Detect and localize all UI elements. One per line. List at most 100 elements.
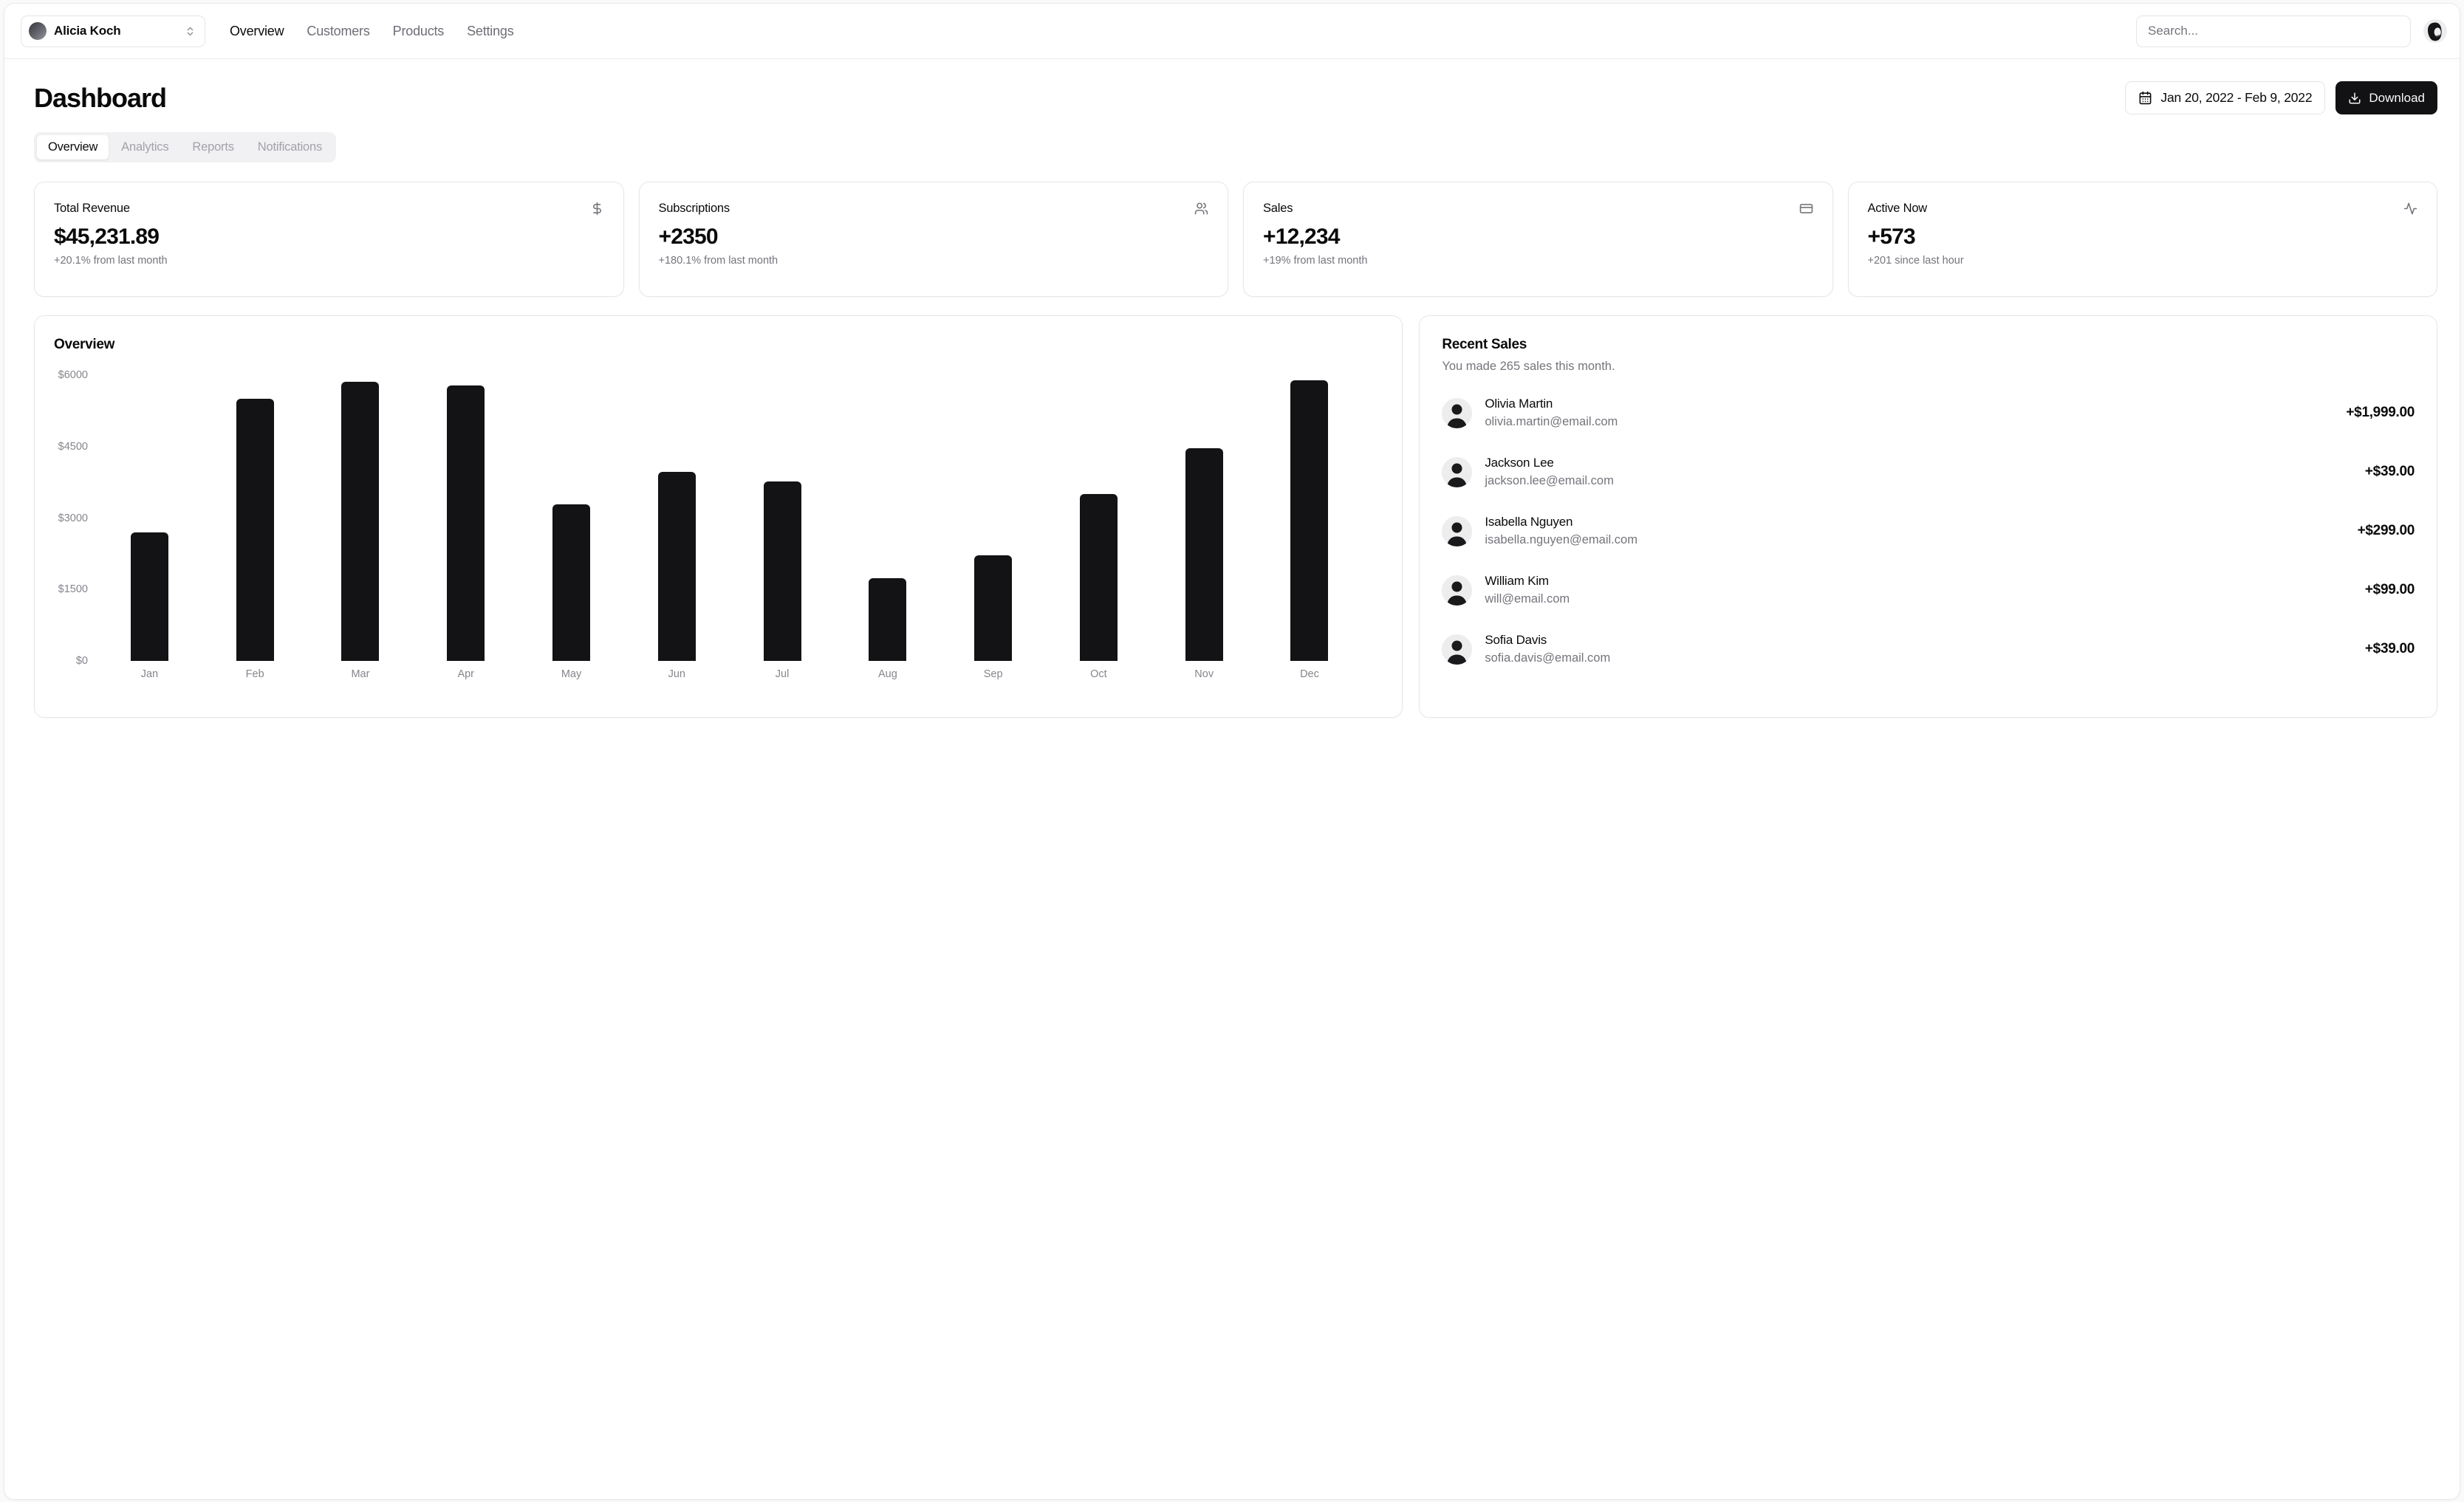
- overview-chart-card: Overview $0 $1500 $3000 $4500 $6000 Jan Feb Ma…: [34, 315, 1403, 718]
- chart-x-axis: Jan Feb Mar Apr May Jun Jul Aug Sep Oct Nov Dec: [97, 668, 1362, 680]
- download-button[interactable]: Download: [2335, 81, 2437, 114]
- dollar-sign-icon: [590, 202, 604, 216]
- sale-info: Isabella Nguyen isabella.nguyen@email.com: [1485, 515, 1637, 547]
- stat-title: Active Now: [1867, 202, 1928, 215]
- sale-customer-name: Jackson Lee: [1485, 456, 1554, 470]
- x-axis-label: Jan: [140, 668, 159, 680]
- stat-change: +20.1% from last month: [54, 255, 168, 267]
- stats-row: Total Revenue $45,231.89 +20.1% from last …: [34, 182, 2437, 297]
- bar-column-jul: [730, 375, 835, 661]
- user-avatar-icon[interactable]: [2423, 19, 2447, 43]
- bar-column-jan: [97, 375, 202, 661]
- activity-icon: [2403, 202, 2417, 216]
- title-actions: Jan 20, 2022 - Feb 9, 2022 Download: [2125, 81, 2437, 114]
- nav-item-overview[interactable]: Overview: [230, 23, 284, 38]
- stat-card-active-now: Active Now +573 +201 since last hour: [1847, 182, 2437, 297]
- main-content: Dashboard Jan 20, 2022 - Feb 9, 2022 Dow…: [4, 59, 2460, 718]
- sale-row: William Kim will@email.com +$99.00: [1442, 574, 2415, 606]
- bar-nov[interactable]: [1185, 448, 1223, 661]
- bar-sep[interactable]: [974, 555, 1013, 661]
- bar-jul[interactable]: [763, 481, 801, 661]
- sale-amount: +$1,999.00: [2346, 405, 2415, 420]
- bar-dec[interactable]: [1290, 380, 1329, 661]
- sale-customer-name: Sofia Davis: [1485, 633, 1547, 647]
- x-axis-label: Feb: [245, 668, 264, 680]
- bar-column-nov: [1151, 375, 1257, 661]
- sale-info: Jackson Lee jackson.lee@email.com: [1485, 456, 1613, 488]
- tab-overview[interactable]: Overview: [37, 135, 109, 160]
- sale-amount: +$39.00: [2364, 464, 2415, 479]
- date-range-picker[interactable]: Jan 20, 2022 - Feb 9, 2022: [2125, 81, 2326, 114]
- stat-title: Sales: [1263, 202, 1293, 215]
- tab-analytics[interactable]: Analytics: [121, 140, 169, 154]
- sale-customer-email: sofia.davis@email.com: [1485, 651, 1611, 665]
- person-avatar-icon: [1442, 575, 1473, 606]
- search-input[interactable]: [2136, 15, 2411, 47]
- bar-column-aug: [835, 375, 940, 661]
- bar-jun[interactable]: [657, 471, 696, 661]
- x-axis-label: Dec: [1300, 668, 1319, 680]
- sale-customer-email: jackson.lee@email.com: [1485, 474, 1614, 487]
- bar-may[interactable]: [552, 504, 591, 661]
- sale-customer-name: Olivia Martin: [1485, 397, 1553, 411]
- nav-item-customers[interactable]: Customers: [307, 23, 370, 38]
- nav-item-settings[interactable]: Settings: [467, 23, 514, 38]
- bar-column-mar: [308, 375, 414, 661]
- stat-value: +573: [1867, 224, 1916, 249]
- sale-info: William Kim will@email.com: [1485, 574, 1570, 606]
- bar-jan[interactable]: [130, 532, 168, 661]
- x-axis-label: Jul: [775, 668, 790, 680]
- stat-value: +2350: [658, 224, 719, 249]
- chevrons-up-down-icon: [185, 26, 196, 37]
- bar-column-jun: [624, 375, 730, 661]
- recent-sales-title: Recent Sales: [1442, 337, 1527, 352]
- team-name: Alicia Koch: [54, 24, 121, 38]
- bottom-row: Overview $0 $1500 $3000 $4500 $6000 Jan Feb Ma…: [34, 315, 2437, 718]
- sale-amount: +$99.00: [2364, 582, 2415, 597]
- credit-card-icon: [1799, 202, 1813, 216]
- sale-info: Olivia Martin olivia.martin@email.com: [1485, 397, 1618, 429]
- bar-column-feb: [202, 375, 308, 661]
- tab-bar: Overview Analytics Reports Notifications: [34, 132, 337, 162]
- main-nav: Overview Customers Products Settings: [230, 24, 514, 39]
- person-avatar-icon: [1442, 634, 1473, 665]
- person-avatar-icon: [1442, 515, 1473, 546]
- team-switcher[interactable]: Alicia Koch: [21, 15, 205, 47]
- bar-aug[interactable]: [869, 578, 907, 661]
- date-range-label: Jan 20, 2022 - Feb 9, 2022: [2160, 90, 2313, 105]
- bar-apr[interactable]: [447, 385, 485, 661]
- x-axis-label: Nov: [1194, 668, 1214, 680]
- bar-mar[interactable]: [341, 382, 380, 661]
- person-avatar-icon: [1442, 456, 1473, 487]
- bar-column-sep: [940, 375, 1046, 661]
- team-avatar: [29, 22, 47, 40]
- sale-amount: +$39.00: [2364, 641, 2415, 656]
- download-label: Download: [2369, 90, 2425, 105]
- sale-customer-name: Isabella Nguyen: [1485, 515, 1573, 529]
- recent-sales-list: Olivia Martin olivia.martin@email.com +$1,…: [1442, 397, 2415, 665]
- sale-row: Sofia Davis sofia.davis@email.com +$39.00: [1442, 633, 2415, 665]
- stat-card-sales: Sales +12,234 +19% from last month: [1243, 182, 1833, 297]
- bar-chart: $0 $1500 $3000 $4500 $6000 Jan Feb Mar Apr May Ju…: [54, 369, 1383, 693]
- sale-customer-email: will@email.com: [1485, 592, 1570, 606]
- bar-column-oct: [1046, 375, 1151, 661]
- stat-change: +201 since last hour: [1867, 255, 1964, 267]
- x-axis-label: Apr: [457, 668, 475, 680]
- tab-reports[interactable]: Reports: [192, 140, 234, 154]
- stat-card-subscriptions: Subscriptions +2350 +180.1% from last mont…: [638, 182, 1228, 297]
- top-header: Alicia Koch Overview Customers Products Set…: [4, 4, 2460, 59]
- stat-value: $45,231.89: [54, 224, 160, 249]
- sale-amount: +$299.00: [2357, 523, 2415, 538]
- sale-row: Olivia Martin olivia.martin@email.com +$1,…: [1442, 397, 2415, 429]
- sale-row: Jackson Lee jackson.lee@email.com +$39.00: [1442, 456, 2415, 488]
- bar-feb[interactable]: [236, 399, 274, 661]
- app-window: Alicia Koch Overview Customers Products Set…: [4, 3, 2460, 1500]
- bar-oct[interactable]: [1079, 493, 1118, 661]
- stat-title: Total Revenue: [54, 202, 130, 215]
- y-axis-tick: $4500: [58, 440, 88, 453]
- nav-item-products[interactable]: Products: [392, 23, 445, 38]
- x-axis-label: Aug: [877, 668, 897, 680]
- page-title: Dashboard: [34, 82, 167, 113]
- y-axis-tick: $6000: [58, 369, 88, 381]
- tab-notifications[interactable]: Notifications: [257, 140, 323, 154]
